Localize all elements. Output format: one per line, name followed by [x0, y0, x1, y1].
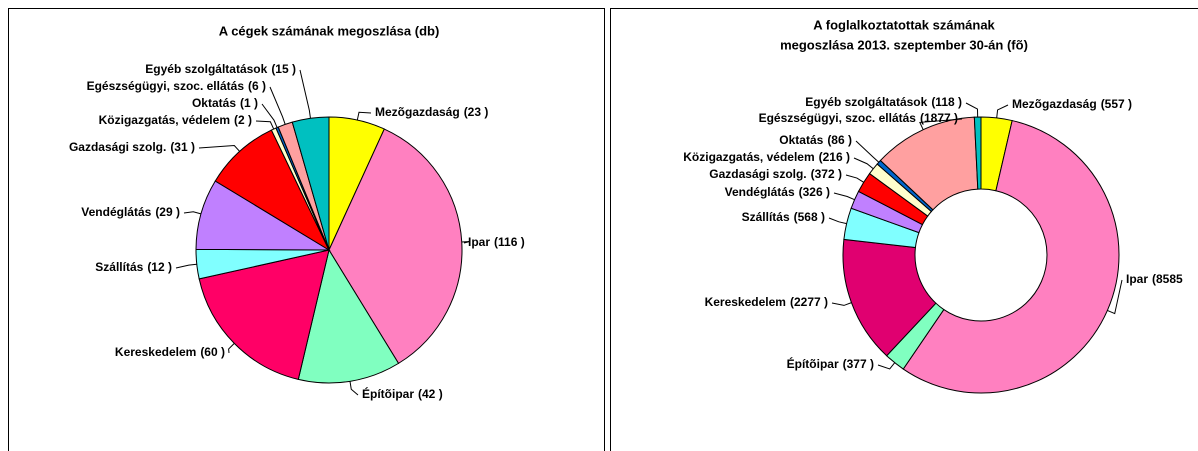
- data-label: Vendéglátás (29 ): [81, 205, 180, 219]
- category-label: Gazdasági szolg.: [709, 167, 806, 181]
- value-label: (568 ): [794, 210, 825, 224]
- data-label: Egyéb szolgáltatások (15 ): [145, 62, 296, 76]
- value-label: (116 ): [494, 235, 525, 249]
- slice: [198, 249, 330, 381]
- value-label: (326 ): [799, 185, 830, 199]
- category-label: Építõipar: [362, 386, 414, 401]
- data-label: Egészségügyi, szoc. ellátás (1877 ): [759, 111, 958, 125]
- chart-title: megoszlása 2013. szeptember 30-án (fõ): [780, 37, 1028, 52]
- category-label: Ipar: [468, 235, 490, 249]
- data-label: Szállítás (568 ): [742, 210, 825, 224]
- leader-line: [356, 111, 372, 121]
- category-label: Vendéglátás: [81, 205, 151, 219]
- value-label: (377 ): [843, 357, 874, 371]
- data-label: Oktatás (86 ): [779, 133, 852, 147]
- leader-line: [828, 217, 847, 225]
- data-label: Szállítás (12 ): [95, 260, 172, 274]
- value-label: (23 ): [464, 105, 489, 119]
- slice: [297, 248, 400, 384]
- data-label: Közigazgatás, védelem (216 ): [683, 150, 850, 164]
- value-label: (60 ): [200, 345, 225, 359]
- leader-line: [299, 69, 311, 119]
- data-label: Közigazgatás, védelem (2 ): [99, 113, 252, 127]
- data-label: Gazdasági szolg. (31 ): [69, 140, 195, 154]
- value-label: (372 ): [811, 167, 842, 181]
- leader-line: [877, 362, 896, 370]
- leader-line: [833, 192, 855, 201]
- leader-line: [228, 343, 235, 354]
- data-label: Kereskedelem (2277 ): [705, 295, 828, 309]
- slice: [902, 119, 1120, 394]
- value-label: (8585: [1152, 272, 1183, 286]
- category-label: Ipar: [1126, 272, 1148, 286]
- panel-left: [8, 8, 605, 451]
- category-label: Egyéb szolgáltatások: [145, 62, 267, 76]
- leader-line: [175, 263, 197, 269]
- value-label: (1 ): [240, 96, 258, 110]
- value-label: (2277 ): [790, 295, 828, 309]
- leader-line: [255, 120, 275, 130]
- category-label: Gazdasági szolg.: [69, 140, 166, 154]
- chart-title: A foglalkoztatottak számának: [813, 17, 995, 32]
- value-label: (118 ): [931, 95, 962, 109]
- data-label: Kereskedelem (60 ): [115, 345, 225, 359]
- category-label: Vendéglátás: [725, 185, 795, 199]
- value-label: (6 ): [248, 79, 266, 93]
- data-label: Ipar (116 ): [468, 235, 525, 249]
- category-label: Építõipar: [787, 356, 839, 371]
- value-label: (557 ): [1101, 97, 1132, 111]
- value-label: (31 ): [170, 140, 195, 154]
- leader-line: [183, 211, 202, 215]
- leader-line: [853, 157, 874, 170]
- data-label: Építõipar (377 ): [787, 356, 874, 371]
- leader-line: [269, 86, 286, 125]
- leader-line: [261, 103, 278, 128]
- category-label: Egészségügyi, szoc. ellátás: [759, 111, 917, 125]
- category-label: Közigazgatás, védelem: [683, 150, 814, 164]
- category-label: Szállítás: [742, 210, 790, 224]
- slice: [973, 116, 982, 190]
- value-label: (1877 ): [920, 111, 958, 125]
- category-label: Egészségügyi, szoc. ellátás: [87, 79, 245, 93]
- value-label: (15 ): [271, 62, 296, 76]
- data-label: Építõipar (42 ): [362, 386, 443, 401]
- data-label: Oktatás (1 ): [192, 96, 258, 110]
- value-label: (42 ): [418, 387, 443, 401]
- panel-right: [610, 8, 1198, 451]
- category-label: Oktatás: [779, 133, 823, 147]
- leader-line: [461, 240, 470, 244]
- leader-line: [855, 140, 880, 163]
- category-label: Szállítás: [95, 260, 143, 274]
- category-label: Kereskedelem: [705, 295, 786, 309]
- data-label: Egészségügyi, szoc. ellátás (6 ): [87, 79, 266, 93]
- value-label: (12 ): [147, 260, 172, 274]
- leader-line: [198, 145, 241, 152]
- data-label: Egyéb szolgáltatások (118 ): [805, 95, 962, 109]
- leader-line: [1107, 279, 1123, 315]
- leader-line: [831, 302, 852, 306]
- leader-line: [919, 118, 963, 130]
- leader-line: [965, 102, 979, 118]
- data-label: Mezõgazdaság (557 ): [1012, 97, 1132, 111]
- data-label: Gazdasági szolg. (372 ): [709, 167, 842, 181]
- data-label: Vendéglátás (326 ): [725, 185, 830, 199]
- leader-line: [996, 104, 1009, 118]
- value-label: (2 ): [234, 113, 252, 127]
- value-label: (216 ): [819, 150, 850, 164]
- data-label: Mezõgazdaság (23 ): [375, 105, 488, 119]
- value-label: (29 ): [155, 205, 180, 219]
- leader-line: [845, 174, 864, 183]
- category-label: Egyéb szolgáltatások: [805, 95, 927, 109]
- category-label: Kereskedelem: [115, 345, 196, 359]
- value-label: (86 ): [827, 133, 852, 147]
- chart-title: A cégek számának megoszlása (db): [219, 23, 440, 38]
- category-label: Mezõgazdaság: [1012, 97, 1097, 111]
- category-label: Oktatás: [192, 96, 236, 110]
- data-label: Ipar (8585: [1126, 272, 1183, 286]
- category-label: Mezõgazdaság: [375, 105, 460, 119]
- category-label: Közigazgatás, védelem: [99, 113, 230, 127]
- leader-line: [349, 381, 359, 396]
